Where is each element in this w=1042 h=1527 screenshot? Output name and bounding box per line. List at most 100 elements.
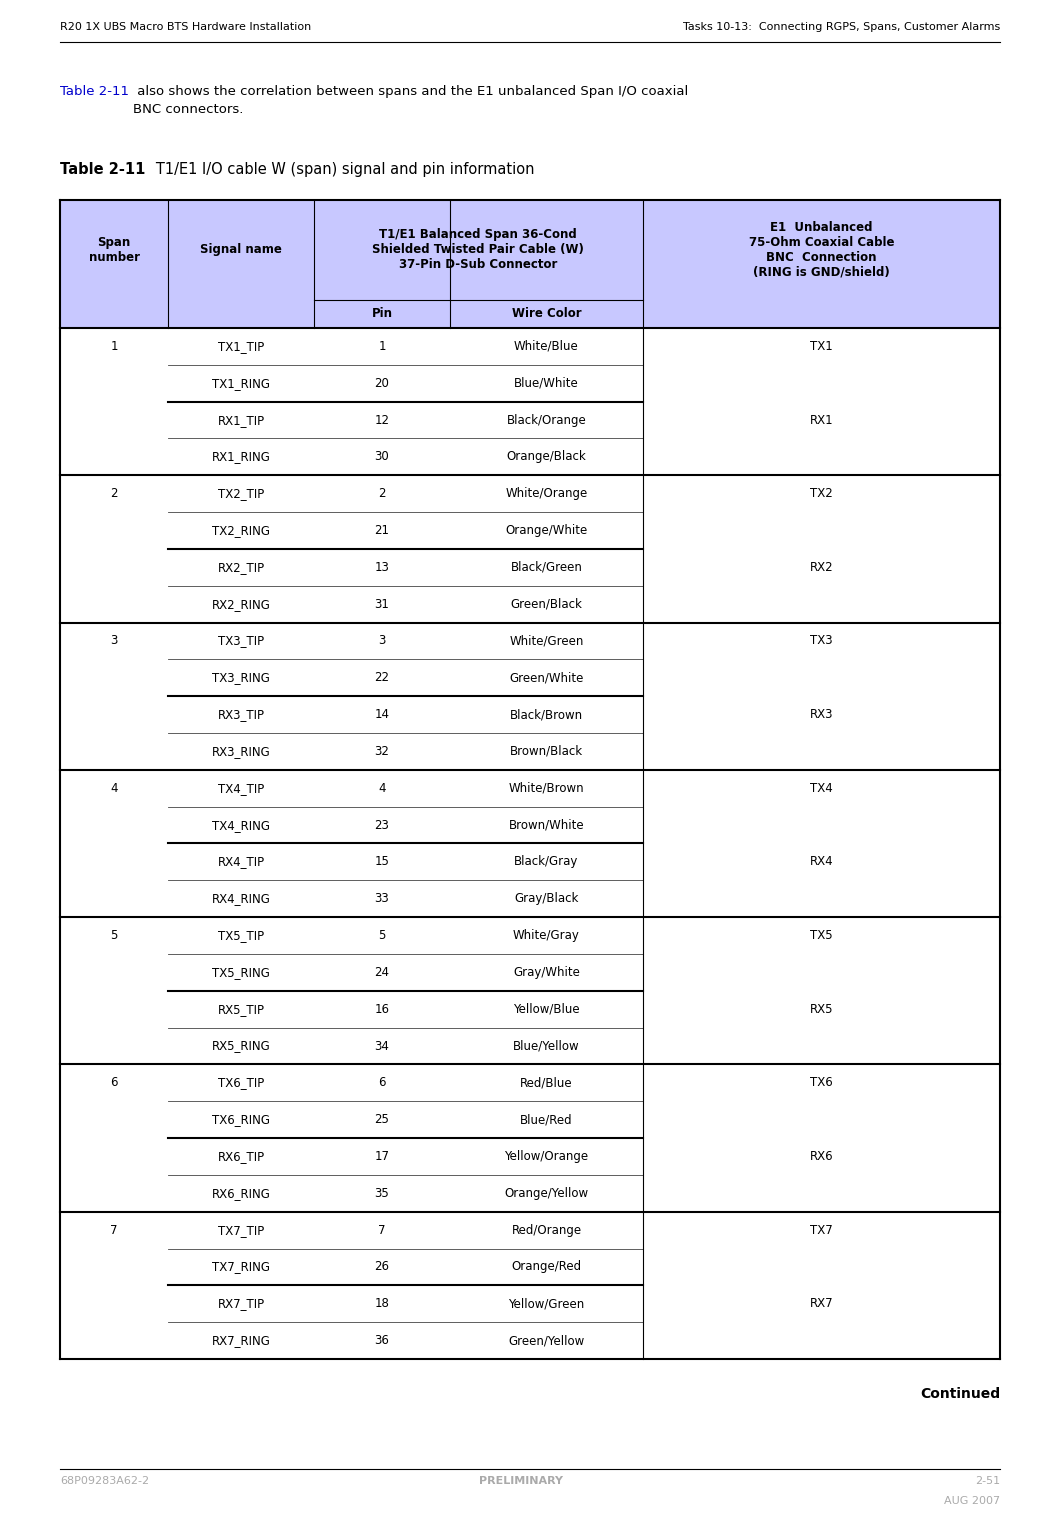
Text: 14: 14	[374, 709, 390, 721]
Text: RX7_RING: RX7_RING	[212, 1335, 270, 1347]
Text: 5: 5	[110, 928, 118, 942]
Text: Red/Orange: Red/Orange	[512, 1223, 581, 1237]
Text: Yellow/Green: Yellow/Green	[508, 1298, 585, 1310]
Text: Gray/Black: Gray/Black	[515, 892, 578, 906]
Text: TX6: TX6	[810, 1077, 833, 1089]
Text: E1  Unbalanced
75-Ohm Coaxial Cable
BNC  Connection
(RING is GND/shield): E1 Unbalanced 75-Ohm Coaxial Cable BNC C…	[748, 221, 894, 279]
Text: RX6: RX6	[810, 1150, 834, 1164]
Text: RX5: RX5	[810, 1003, 834, 1015]
Bar	[60, 200, 1000, 328]
Text: TX1: TX1	[810, 341, 833, 353]
Text: 7: 7	[378, 1223, 386, 1237]
Text: 18: 18	[374, 1298, 390, 1310]
Text: T1/E1 Balanced Span 36-Cond
Shielded Twisted Pair Cable (W)
37-Pin D-Sub Connect: T1/E1 Balanced Span 36-Cond Shielded Twi…	[372, 229, 585, 272]
Text: RX3: RX3	[810, 709, 834, 721]
Text: 23: 23	[374, 818, 390, 832]
Text: Pin: Pin	[371, 307, 393, 321]
Text: AUG 2007: AUG 2007	[944, 1496, 1000, 1506]
Text: RX4_TIP: RX4_TIP	[218, 855, 265, 869]
Text: RX4_RING: RX4_RING	[212, 892, 270, 906]
Text: 6: 6	[378, 1077, 386, 1089]
Text: RX5_RING: RX5_RING	[212, 1040, 270, 1052]
Text: 4: 4	[110, 782, 118, 794]
Text: TX5: TX5	[810, 928, 833, 942]
Text: TX4: TX4	[810, 782, 833, 794]
Text: White/Gray: White/Gray	[513, 928, 580, 942]
Text: Blue/Red: Blue/Red	[520, 1113, 573, 1125]
Text: TX5_RING: TX5_RING	[212, 967, 270, 979]
Text: Yellow/Orange: Yellow/Orange	[504, 1150, 589, 1164]
Text: RX5_TIP: RX5_TIP	[218, 1003, 265, 1015]
Text: TX2_RING: TX2_RING	[212, 524, 270, 538]
Text: TX3_TIP: TX3_TIP	[218, 635, 264, 647]
Text: RX6_TIP: RX6_TIP	[218, 1150, 265, 1164]
Text: Black/Green: Black/Green	[511, 560, 582, 574]
Text: TX7_RING: TX7_RING	[212, 1260, 270, 1274]
Text: TX1_RING: TX1_RING	[212, 377, 270, 389]
Text: White/Blue: White/Blue	[514, 341, 578, 353]
Text: Blue/White: Blue/White	[514, 377, 578, 389]
Text: 68P09283A62-2: 68P09283A62-2	[60, 1477, 149, 1486]
Text: 6: 6	[110, 1077, 118, 1089]
Text: 34: 34	[374, 1040, 390, 1052]
Text: Table 2-11: Table 2-11	[60, 162, 146, 177]
Text: 30: 30	[374, 450, 390, 463]
Text: RX2_TIP: RX2_TIP	[218, 560, 265, 574]
Text: Table 2-11: Table 2-11	[60, 86, 129, 98]
Text: Tasks 10-13:  Connecting RGPS, Spans, Customer Alarms: Tasks 10-13: Connecting RGPS, Spans, Cus…	[683, 21, 1000, 32]
Text: 22: 22	[374, 672, 390, 684]
Text: RX1_RING: RX1_RING	[212, 450, 270, 463]
Text: also shows the correlation between spans and the E1 unbalanced Span I/O coaxial
: also shows the correlation between spans…	[133, 86, 689, 116]
Text: 21: 21	[374, 524, 390, 538]
Text: 5: 5	[378, 928, 386, 942]
Text: 12: 12	[374, 414, 390, 426]
Text: 36: 36	[374, 1335, 390, 1347]
Text: T1/E1 I/O cable W (span) signal and pin information: T1/E1 I/O cable W (span) signal and pin …	[142, 162, 535, 177]
Text: TX6_RING: TX6_RING	[212, 1113, 270, 1125]
Text: 2-51: 2-51	[975, 1477, 1000, 1486]
Text: 13: 13	[374, 560, 390, 574]
Text: Continued: Continued	[920, 1387, 1000, 1400]
Text: TX2: TX2	[810, 487, 833, 501]
Text: TX3_RING: TX3_RING	[212, 672, 270, 684]
Text: Black/Brown: Black/Brown	[510, 709, 584, 721]
Text: 32: 32	[374, 745, 390, 757]
Text: Span
number: Span number	[89, 237, 140, 264]
Text: Black/Gray: Black/Gray	[515, 855, 578, 869]
Text: 17: 17	[374, 1150, 390, 1164]
Text: Orange/White: Orange/White	[505, 524, 588, 538]
Text: White/Brown: White/Brown	[508, 782, 585, 794]
Text: Green/White: Green/White	[510, 672, 584, 684]
Text: TX6_TIP: TX6_TIP	[218, 1077, 264, 1089]
Text: R20 1X UBS Macro BTS Hardware Installation: R20 1X UBS Macro BTS Hardware Installati…	[60, 21, 312, 32]
Text: Gray/White: Gray/White	[513, 967, 580, 979]
Text: 20: 20	[374, 377, 390, 389]
Text: Brown/Black: Brown/Black	[510, 745, 584, 757]
Text: 4: 4	[378, 782, 386, 794]
Text: RX1_TIP: RX1_TIP	[218, 414, 265, 426]
Text: 3: 3	[110, 635, 118, 647]
Text: TX7_TIP: TX7_TIP	[218, 1223, 264, 1237]
Text: White/Orange: White/Orange	[505, 487, 588, 501]
Text: Green/Black: Green/Black	[511, 597, 582, 611]
Text: Green/Yellow: Green/Yellow	[508, 1335, 585, 1347]
Text: 33: 33	[374, 892, 390, 906]
Text: Signal name: Signal name	[200, 243, 282, 257]
Text: 24: 24	[374, 967, 390, 979]
Text: RX2: RX2	[810, 560, 834, 574]
Text: 31: 31	[374, 597, 390, 611]
Text: RX7: RX7	[810, 1298, 834, 1310]
Text: 7: 7	[110, 1223, 118, 1237]
Text: 2: 2	[110, 487, 118, 501]
Text: RX1: RX1	[810, 414, 834, 426]
Text: TX7: TX7	[810, 1223, 833, 1237]
Text: RX3_TIP: RX3_TIP	[218, 709, 265, 721]
Text: TX2_TIP: TX2_TIP	[218, 487, 264, 501]
Text: 1: 1	[378, 341, 386, 353]
Text: 35: 35	[374, 1186, 390, 1200]
Text: 3: 3	[378, 635, 386, 647]
Text: TX5_TIP: TX5_TIP	[218, 928, 264, 942]
Text: 26: 26	[374, 1260, 390, 1274]
Text: Blue/Yellow: Blue/Yellow	[513, 1040, 579, 1052]
Text: Orange/Red: Orange/Red	[512, 1260, 581, 1274]
